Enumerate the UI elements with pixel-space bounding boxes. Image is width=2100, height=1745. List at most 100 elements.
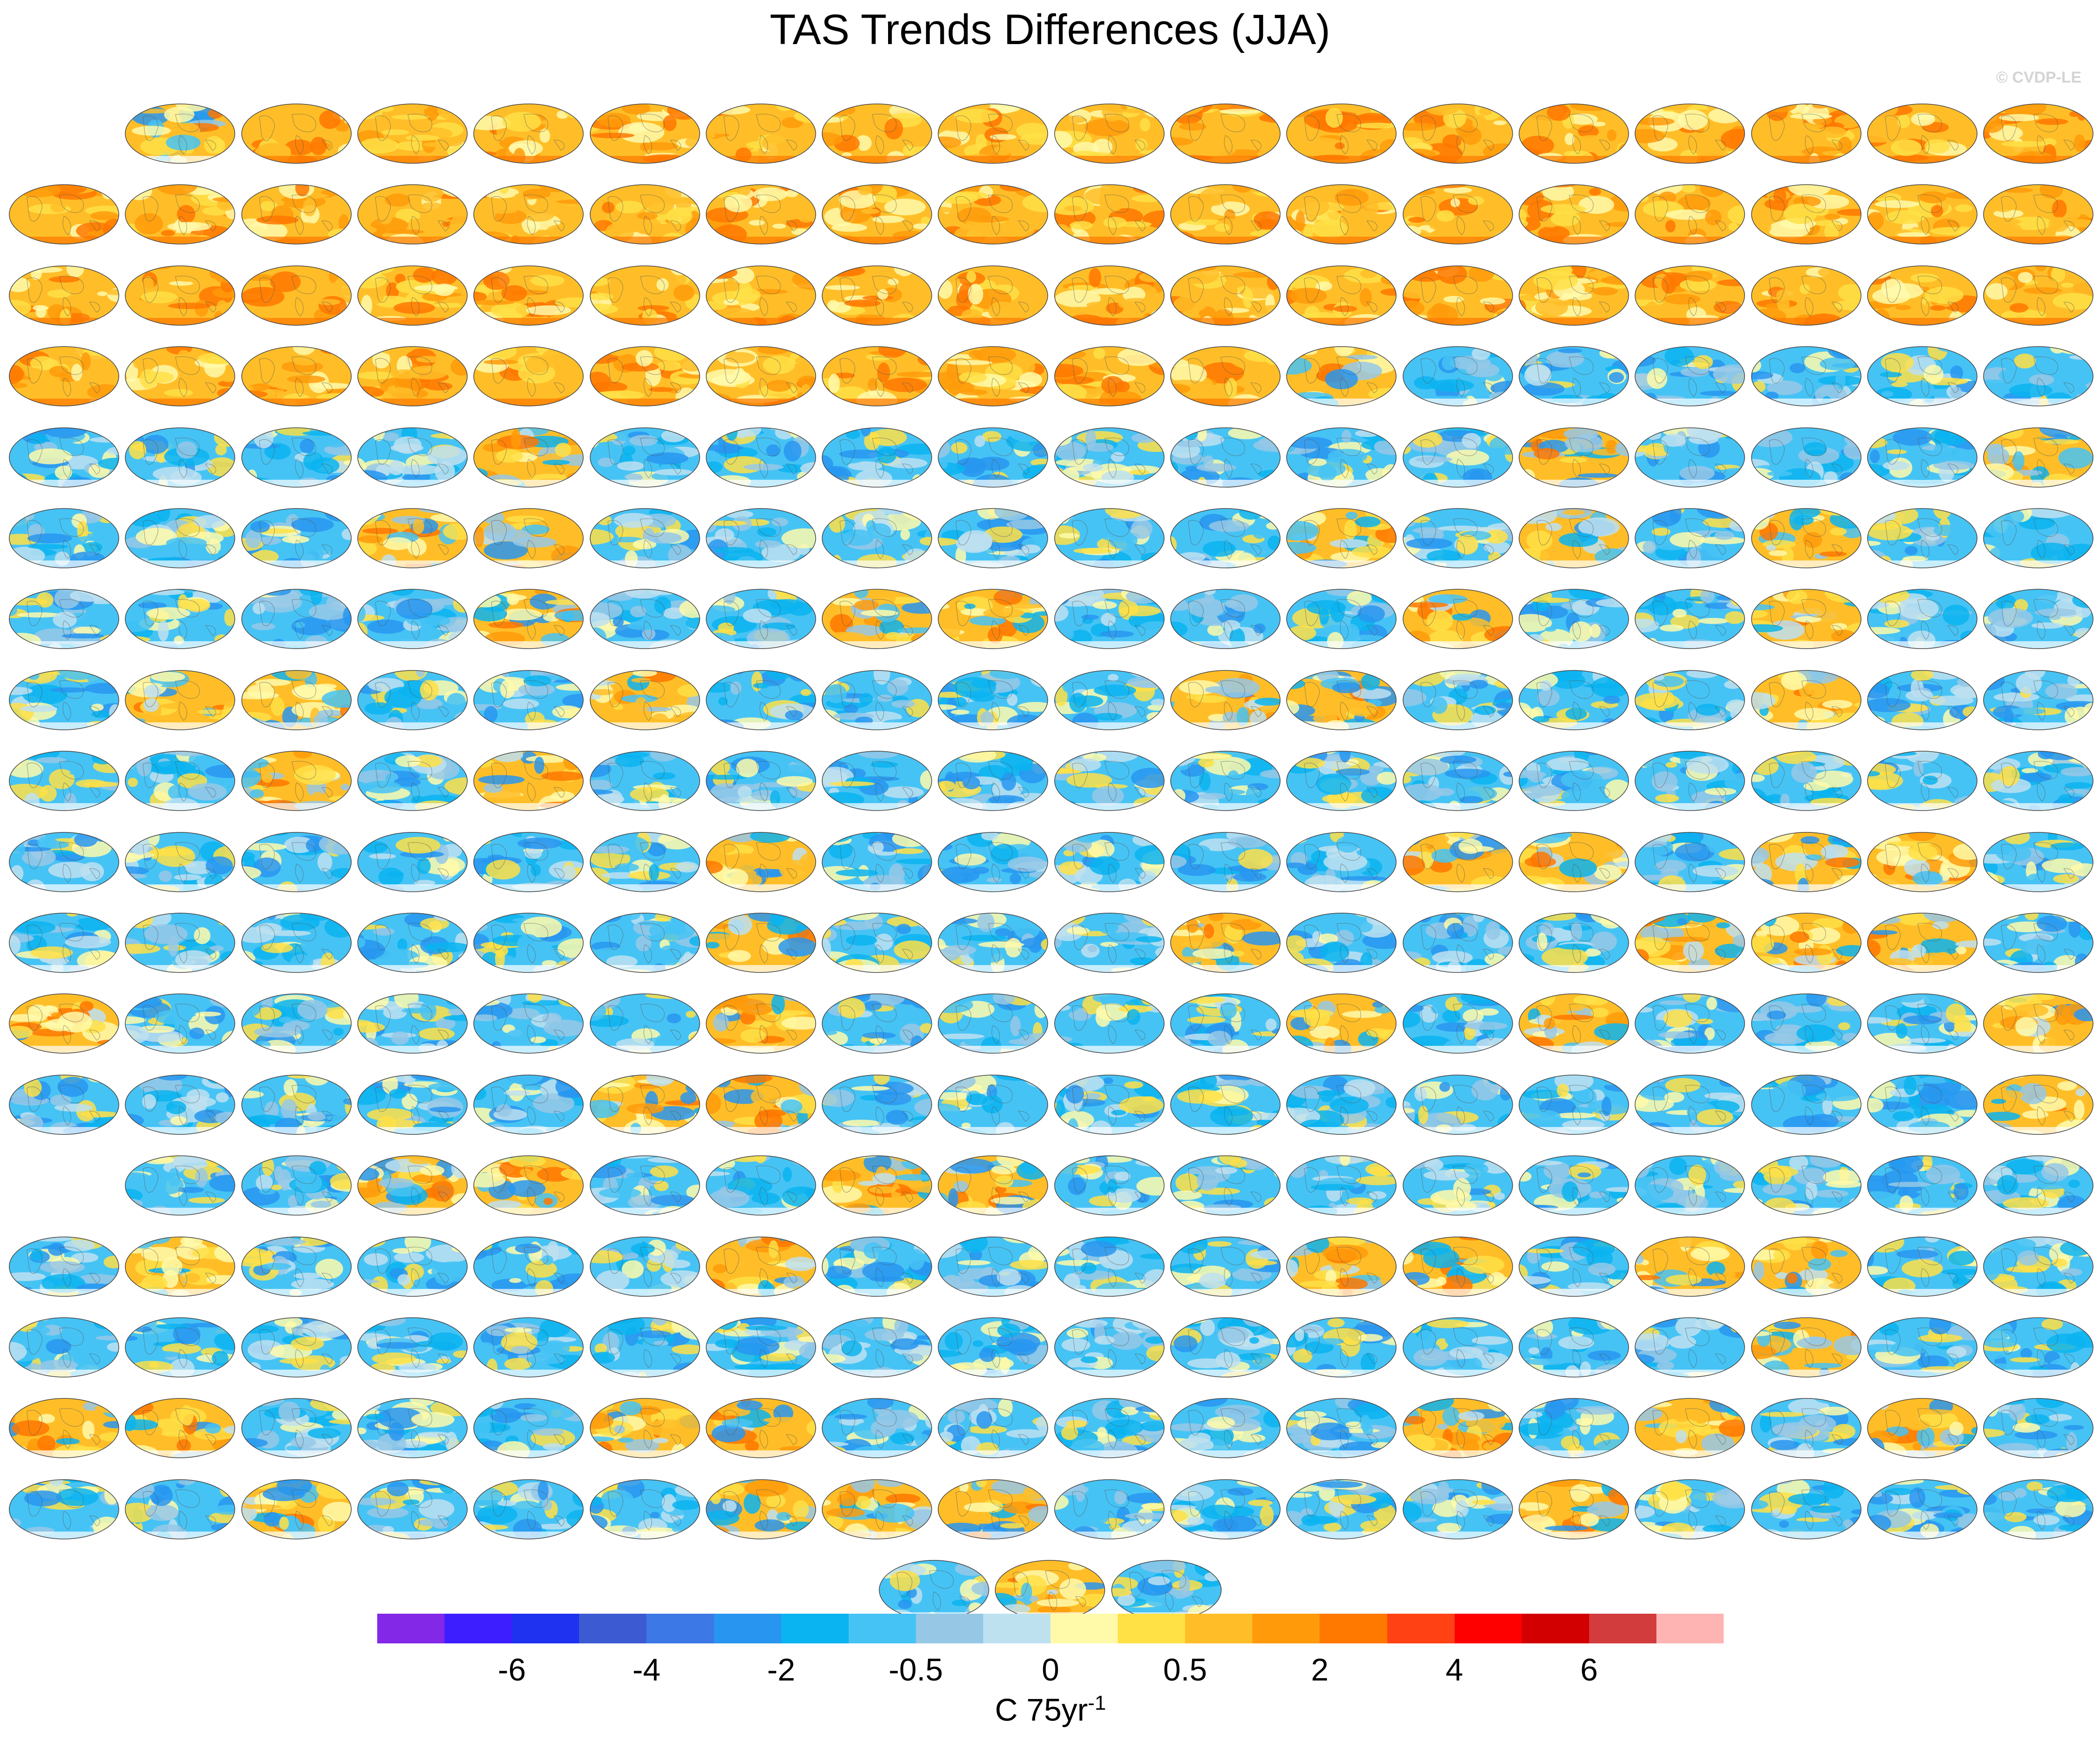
map-anomaly-blob (1233, 271, 1278, 278)
map-anomaly-blob (553, 395, 584, 406)
map-anomaly-blob (1990, 219, 2021, 225)
map-anomaly-blob (193, 515, 226, 528)
map-anomaly-blob (842, 529, 874, 546)
map-border (1751, 427, 1862, 488)
map-anomaly-blob (1720, 129, 1745, 150)
map-panel (1751, 670, 1862, 731)
map-anomaly-blob (677, 684, 700, 697)
map-anomaly-blob (1368, 765, 1384, 773)
map-anomaly-blob (824, 347, 868, 366)
map-coastlines (607, 680, 681, 721)
map-panel-svg (822, 508, 932, 568)
map-panel (241, 588, 352, 650)
map-panel (1751, 184, 1862, 245)
map-panel-svg (9, 265, 119, 326)
map-border (1402, 508, 1513, 568)
map-coastlines (955, 276, 1030, 316)
map-panel (1983, 265, 2094, 326)
map-anomaly-blob (833, 373, 855, 379)
map-anomaly-blob (358, 535, 383, 543)
map-anomaly-blob (590, 589, 602, 599)
map-anomaly-blob (1533, 270, 1578, 290)
map-anomaly-blob (91, 703, 104, 711)
map-anomaly-blob (188, 783, 227, 801)
map-anomaly-blob (1287, 357, 1312, 375)
map-anomaly-blob (1468, 265, 1494, 282)
map-anomaly-blob (1605, 721, 1628, 730)
map-panel-svg (706, 103, 816, 164)
map-anomaly-blob (1287, 229, 1303, 244)
map-panel-svg (241, 103, 352, 164)
map-coastlines (1652, 276, 1726, 316)
map-panel-svg (1054, 346, 1165, 406)
map-anomaly-blob (1881, 391, 1894, 397)
map-anomaly-blob (492, 751, 523, 762)
map-anomaly-blob (920, 537, 932, 546)
map-anomaly-blob (483, 271, 510, 290)
map-anomaly-blob (951, 709, 970, 715)
map-anomaly-blob (1205, 686, 1230, 693)
map-anomaly-blob (950, 191, 989, 200)
map-anomaly-blob (164, 107, 195, 123)
map-panel-svg (706, 265, 816, 326)
map-border (589, 508, 700, 568)
map-anomaly-blob (1185, 219, 1224, 225)
map-panel (1518, 346, 1630, 407)
map-coastlines (1768, 599, 1842, 640)
map-anomaly-blob (590, 132, 634, 138)
map-anomaly-blob (877, 362, 890, 383)
map-border (938, 589, 1049, 650)
map-anomaly-blob (1708, 108, 1743, 123)
map-anomaly-blob (1129, 670, 1160, 677)
map-anomaly-blob (1462, 432, 1481, 448)
map-coastlines (1072, 599, 1146, 640)
map-anomaly-blob (1171, 797, 1181, 809)
map-anomaly-blob (125, 613, 155, 632)
map-anomaly-blob (673, 284, 695, 301)
map-anomaly-blob (1790, 113, 1832, 120)
map-anomaly-blob (1381, 265, 1397, 273)
map-anomaly-blob (125, 427, 160, 432)
map-panel-svg (706, 427, 816, 488)
map-anomaly-blob (1131, 768, 1164, 788)
map-anomaly-blob (1952, 265, 1966, 270)
map-border (1635, 184, 1745, 245)
map-anomaly-blob (980, 711, 994, 725)
map-panel-svg (1054, 427, 1165, 488)
map-anomaly-blob (1102, 104, 1123, 122)
map-border (1170, 265, 1281, 326)
map-panel-svg (1635, 265, 1745, 326)
map-anomaly-blob (1143, 310, 1164, 325)
map-anomaly-blob (994, 509, 1031, 521)
map-anomaly-blob (1595, 599, 1629, 608)
map-anomaly-blob (1565, 708, 1587, 720)
map-anomaly-blob (732, 267, 754, 283)
map-anomaly-blob (982, 431, 1002, 442)
map-anomaly-blob (850, 683, 879, 688)
map-border (357, 670, 468, 730)
map-anomaly-blob (938, 136, 962, 149)
map-anomaly-blob (1610, 589, 1625, 594)
map-anomaly-blob (1882, 461, 1910, 470)
map-panel (821, 184, 933, 245)
map-panel-svg (589, 346, 700, 406)
map-anomaly-blob (1375, 185, 1397, 190)
map-border (1519, 508, 1629, 568)
map-anomaly-blob (962, 776, 980, 790)
map-panel (357, 427, 468, 488)
map-border (473, 670, 584, 730)
map-anomaly-blob (857, 185, 872, 195)
map-anomaly-blob (1885, 210, 1926, 225)
map-anomaly-blob (1290, 347, 1315, 352)
map-anomaly-blob (2061, 283, 2074, 288)
map-coastlines (26, 599, 100, 640)
map-anomaly-blob (772, 224, 786, 229)
map-anomaly-blob (1799, 284, 1810, 294)
map-anomaly-blob (887, 679, 909, 695)
map-panel (1402, 346, 1514, 407)
map-anomaly-blob (2027, 509, 2072, 518)
map-panel (1286, 508, 1397, 569)
map-panel-svg (1054, 751, 1165, 811)
map-panel-svg (1170, 427, 1281, 488)
map-anomaly-blob (211, 804, 223, 811)
